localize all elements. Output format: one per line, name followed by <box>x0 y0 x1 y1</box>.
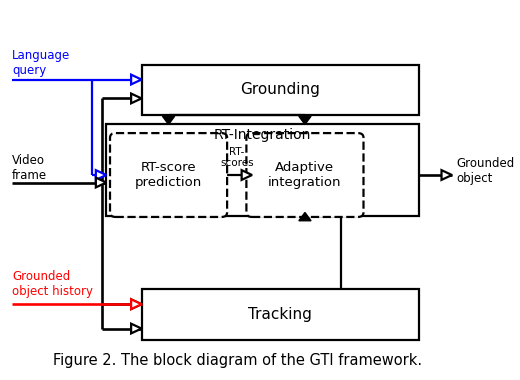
Polygon shape <box>299 116 311 125</box>
Text: Adaptive
integration: Adaptive integration <box>268 161 342 189</box>
Text: Language
query: Language query <box>12 49 70 77</box>
Text: Grounded
object: Grounded object <box>457 157 515 185</box>
FancyBboxPatch shape <box>246 133 363 217</box>
Polygon shape <box>131 299 141 309</box>
Text: RT-
scores: RT- scores <box>220 147 254 168</box>
Polygon shape <box>242 170 252 180</box>
Polygon shape <box>131 75 141 84</box>
Polygon shape <box>299 212 311 221</box>
Text: Figure 2. The block diagram of the GTI framework.: Figure 2. The block diagram of the GTI f… <box>54 353 422 368</box>
Text: RT-Integration: RT-Integration <box>214 128 311 142</box>
Text: Grounded
object history: Grounded object history <box>12 270 93 298</box>
Bar <box>141 289 419 340</box>
Polygon shape <box>162 116 175 125</box>
FancyBboxPatch shape <box>110 133 227 217</box>
Polygon shape <box>441 170 452 180</box>
Text: RT-score
prediction: RT-score prediction <box>135 161 202 189</box>
Text: Tracking: Tracking <box>249 307 312 322</box>
Bar <box>106 125 419 216</box>
Polygon shape <box>96 177 106 187</box>
Text: Grounding: Grounding <box>240 82 320 97</box>
Polygon shape <box>96 170 106 180</box>
Polygon shape <box>131 324 141 333</box>
Bar <box>141 65 419 115</box>
Polygon shape <box>131 93 141 103</box>
Polygon shape <box>131 299 141 309</box>
Text: Video
frame: Video frame <box>12 154 47 182</box>
